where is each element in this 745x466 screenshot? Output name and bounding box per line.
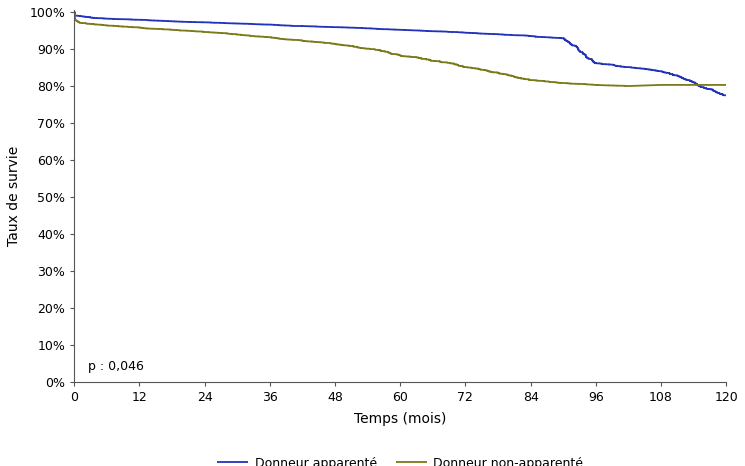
Donneur non-apparenté bbox=[565, 81, 574, 86]
Donneur apparenté bbox=[722, 92, 731, 98]
Donneur non-apparenté bbox=[168, 27, 177, 33]
X-axis label: Temps (mois): Temps (mois) bbox=[354, 412, 446, 426]
Donneur non-apparenté bbox=[624, 83, 633, 89]
Donneur non-apparenté bbox=[569, 81, 578, 87]
Donneur apparenté bbox=[542, 34, 551, 40]
Donneur non-apparenté bbox=[722, 82, 731, 88]
Donneur apparenté bbox=[71, 13, 80, 19]
Donneur non-apparenté bbox=[600, 82, 609, 88]
Donneur apparenté bbox=[720, 92, 729, 98]
Donneur non-apparenté bbox=[405, 54, 414, 59]
Donneur non-apparenté bbox=[425, 57, 434, 63]
Line: Donneur non-apparenté: Donneur non-apparenté bbox=[74, 12, 726, 86]
Text: p : 0,046: p : 0,046 bbox=[88, 360, 144, 373]
Donneur apparenté bbox=[169, 19, 178, 24]
Donneur apparenté bbox=[70, 9, 79, 15]
Donneur apparenté bbox=[369, 26, 378, 31]
Line: Donneur apparenté: Donneur apparenté bbox=[74, 12, 726, 95]
Legend: Donneur apparenté, Donneur non-apparenté: Donneur apparenté, Donneur non-apparenté bbox=[212, 452, 588, 466]
Y-axis label: Taux de survie: Taux de survie bbox=[7, 146, 21, 246]
Donneur apparenté bbox=[402, 27, 411, 33]
Donneur non-apparenté bbox=[70, 9, 79, 15]
Donneur apparenté bbox=[83, 14, 92, 20]
